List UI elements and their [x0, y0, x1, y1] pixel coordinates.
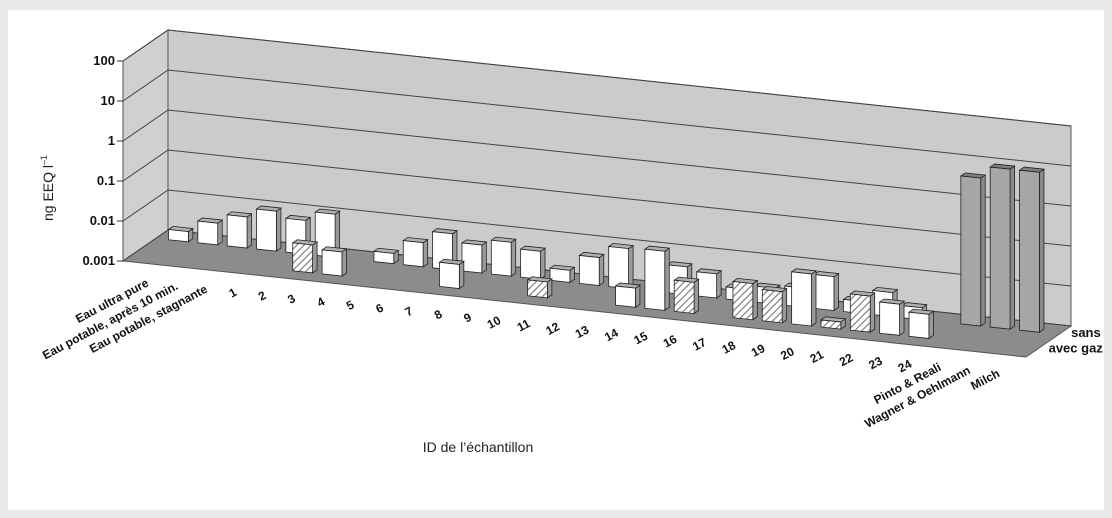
- category-label: 21: [808, 347, 827, 366]
- gridline: [122, 109, 1072, 207]
- y-tick-label: 100: [93, 53, 115, 68]
- bar-sans-gaz-1: [196, 217, 224, 246]
- bar-sans-gaz-0: [167, 225, 194, 243]
- category-label: 11: [515, 316, 533, 334]
- bar-sans-gaz-5: [314, 208, 341, 259]
- category-label: 3: [285, 291, 298, 307]
- side-wall: [122, 29, 169, 262]
- bar-avec-gaz-17: [643, 245, 671, 312]
- bar-sans-gaz-3: [255, 205, 283, 252]
- bar-sans-gaz-28: [989, 163, 1016, 330]
- y-tick-label: 0.1: [97, 173, 115, 188]
- bar-avec-gaz-22: [790, 268, 818, 327]
- category-label: Milch: [968, 366, 1002, 393]
- series-row-labels: sans gazavec gaz: [1049, 325, 1104, 356]
- category-label: 10: [485, 313, 504, 332]
- bar-sans-gaz-8: [402, 237, 429, 268]
- category-label: 23: [866, 354, 885, 373]
- category-label: 18: [720, 338, 739, 357]
- y-tick-label: 0.01: [90, 213, 115, 228]
- category-label: 8: [432, 307, 445, 323]
- category-label: 17: [690, 335, 709, 354]
- category-label: 5: [344, 297, 357, 313]
- chart-walls: [121, 29, 1073, 358]
- category-label: 13: [573, 322, 592, 341]
- bar-sans-gaz-14: [578, 251, 605, 287]
- bar-avec-gaz-10: [438, 258, 465, 290]
- x-axis-label: ID de l’échantillon: [423, 439, 534, 455]
- bar-avec-gaz-6: [320, 246, 348, 277]
- category-label: 7: [403, 304, 416, 320]
- gridline: [122, 149, 1072, 247]
- bar-sans-gaz-29: [1018, 166, 1046, 334]
- category-label: 24: [896, 357, 915, 376]
- bar-avec-gaz-5: [291, 239, 319, 274]
- category-label: 6: [373, 301, 386, 317]
- y-axis-label: ng EEQ l–1: [39, 155, 56, 221]
- bar-sans-gaz-13: [548, 264, 576, 284]
- y-tick-label: 1: [108, 133, 115, 148]
- bar-avec-gaz-16: [614, 282, 642, 309]
- bar-sans-gaz-10: [460, 239, 488, 274]
- bar-sans-gaz-12: [519, 245, 547, 281]
- bars: [167, 163, 1046, 340]
- bar-sans-gaz-11: [490, 236, 517, 277]
- category-label: 1: [227, 285, 240, 301]
- bar-avec-gaz-23: [819, 316, 847, 330]
- series-label: sans gaz: [1071, 325, 1104, 340]
- category-label: 4: [315, 294, 328, 310]
- category-label: 16: [661, 332, 680, 351]
- category-label: 20: [778, 344, 797, 363]
- category-label: 19: [749, 341, 768, 360]
- y-tick-label: 10: [101, 93, 115, 108]
- bar-avec-gaz-13: [526, 276, 553, 299]
- bar-sans-gaz-22: [813, 271, 840, 312]
- bar-sans-gaz-15: [607, 243, 635, 290]
- category-label: 12: [543, 319, 562, 338]
- bar-avec-gaz-18: [673, 276, 700, 315]
- bar-avec-gaz-24: [849, 290, 876, 333]
- y-axis-ticks: 0.001 0.01 0.1 1 10 100: [82, 53, 123, 268]
- category-label: 9: [461, 310, 474, 326]
- category-label: 15: [632, 329, 651, 348]
- bar-sans-gaz-2: [226, 211, 253, 249]
- gridline: [122, 69, 1072, 167]
- category-label: 2: [256, 288, 269, 304]
- bar-avec-gaz-21: [761, 286, 788, 324]
- bar-avec-gaz-25: [878, 298, 906, 337]
- category-label: 22: [837, 350, 856, 369]
- bar-sans-gaz-18: [695, 268, 723, 299]
- category-label: 14: [602, 325, 621, 344]
- bar-avec-gaz-20: [731, 277, 759, 321]
- gridline: [122, 29, 1072, 127]
- y-tick-label: 0.001: [82, 253, 115, 268]
- chart-frame: 0.001 0.01 0.1 1 10 100 Eau ultra pure Eau pot…: [8, 10, 1104, 510]
- bar-avec-gaz-26: [907, 308, 935, 340]
- series-label: avec gaz: [1049, 340, 1104, 355]
- bar-sans-gaz-27: [959, 172, 987, 327]
- bar-sans-gaz-7: [372, 247, 400, 265]
- gridline: [122, 189, 1072, 287]
